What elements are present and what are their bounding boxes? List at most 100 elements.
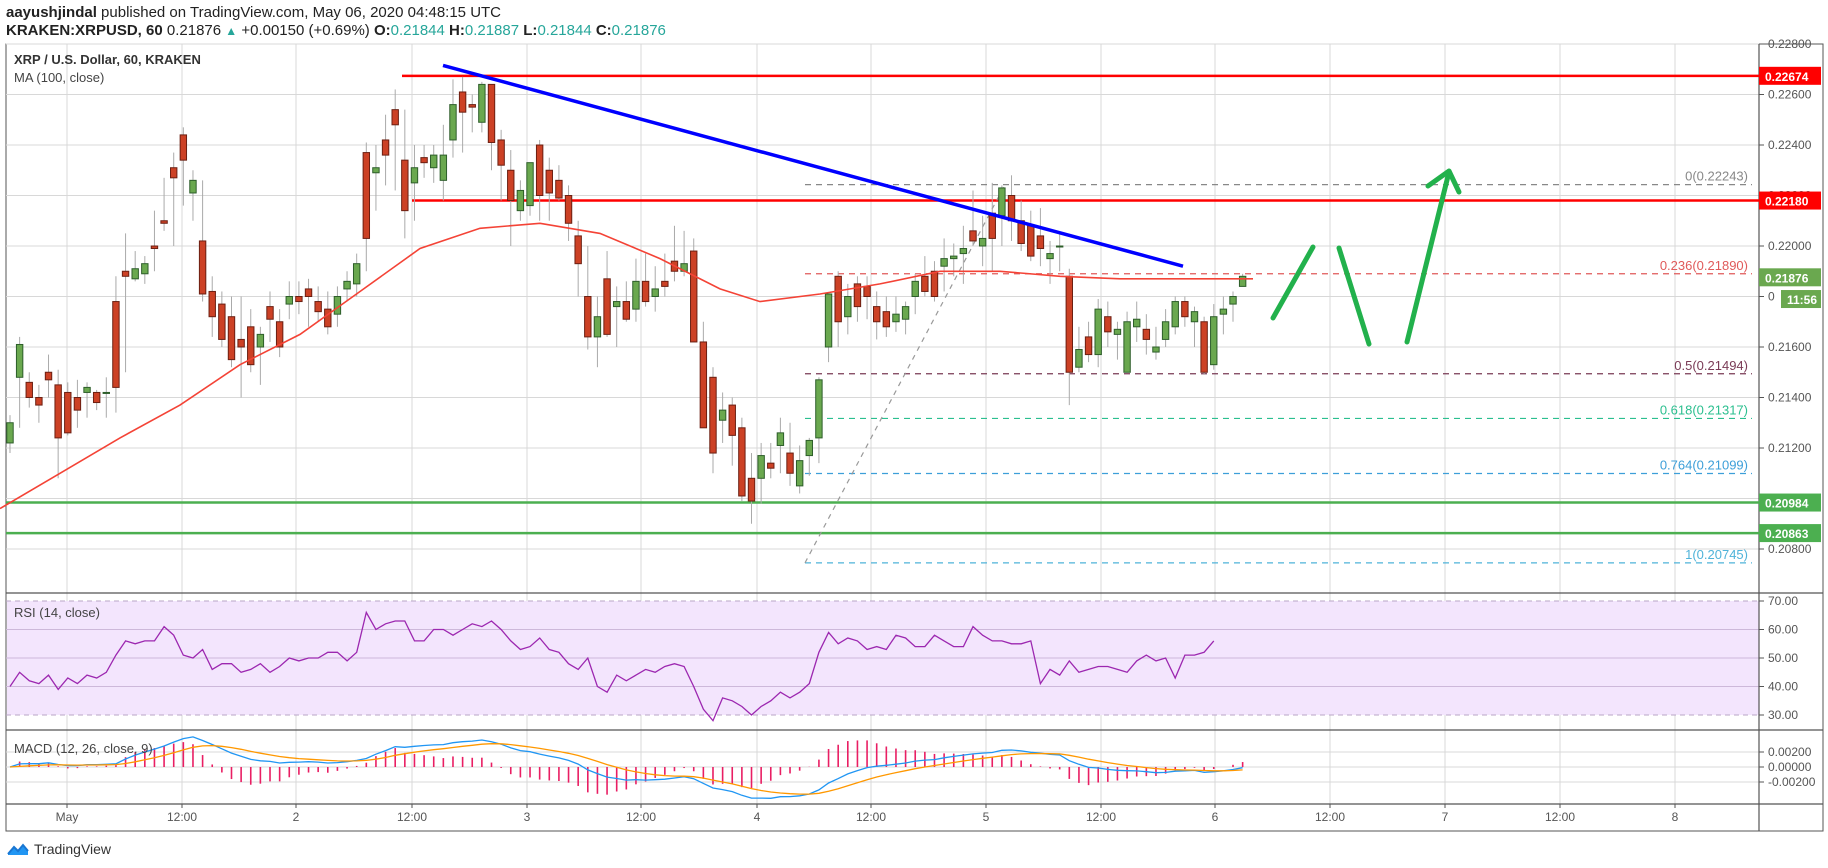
svg-text:-0.00200: -0.00200 — [1768, 775, 1816, 789]
candle — [92, 391, 101, 404]
candle — [853, 283, 862, 308]
svg-text:40.00: 40.00 — [1768, 680, 1798, 694]
svg-text:0.236(0.21890): 0.236(0.21890) — [1660, 258, 1748, 273]
candle — [1152, 346, 1160, 353]
svg-text:12:00: 12:00 — [167, 810, 197, 824]
projection-arrow-up-1[interactable] — [1270, 244, 1316, 321]
open-value: 0.21844 — [390, 22, 445, 39]
candle — [824, 293, 833, 348]
projection-arrow-up-2[interactable] — [1404, 169, 1452, 345]
candle — [535, 144, 544, 196]
candle — [439, 154, 448, 181]
macd-pane-title[interactable]: MACD (12, 26, close, 9) — [14, 741, 153, 756]
rsi-pane-title[interactable]: RSI (14, close) — [14, 605, 100, 620]
candle — [497, 139, 505, 166]
candle — [430, 154, 438, 169]
candle — [189, 179, 197, 194]
candle — [516, 189, 525, 212]
svg-text:0.20800: 0.20800 — [1768, 542, 1812, 556]
svg-text:0.21876: 0.21876 — [1765, 271, 1809, 285]
candle — [141, 263, 149, 275]
author-name[interactable]: aayushjindal — [6, 4, 97, 21]
svg-text:30.00: 30.00 — [1768, 708, 1798, 722]
svg-text:0.22180: 0.22180 — [1765, 195, 1809, 209]
candle — [1181, 301, 1189, 318]
candle — [574, 235, 582, 265]
candle — [1094, 308, 1102, 356]
candle — [612, 301, 621, 308]
candle — [564, 195, 573, 224]
fib-diagonal[interactable] — [804, 184, 1006, 564]
candle — [54, 384, 62, 439]
svg-text:7: 7 — [1442, 810, 1449, 824]
open-label: O: — [373, 22, 391, 39]
svg-text:0: 0 — [1768, 290, 1775, 304]
svg-text:8: 8 — [1672, 810, 1679, 824]
candle — [295, 296, 303, 303]
candle — [170, 167, 178, 179]
svg-text:0.22674: 0.22674 — [1765, 70, 1809, 84]
candle — [285, 296, 293, 305]
tradingview-logo[interactable]: TradingView — [6, 841, 111, 857]
candle — [15, 343, 24, 378]
candle — [266, 306, 274, 320]
candle — [651, 288, 659, 297]
svg-text:0.00000: 0.00000 — [1768, 760, 1812, 774]
candle — [940, 258, 948, 267]
candle — [1027, 225, 1035, 257]
last-price: 0.21876 — [166, 22, 222, 39]
candle — [247, 326, 255, 366]
candle — [699, 341, 708, 429]
candle — [73, 397, 82, 411]
candle — [950, 255, 958, 260]
candle — [227, 316, 236, 361]
candle — [362, 152, 371, 239]
candle — [131, 268, 139, 280]
candle — [834, 275, 842, 323]
candle — [256, 333, 265, 348]
svg-text:0.20863: 0.20863 — [1765, 527, 1809, 541]
projection-arrow-down[interactable] — [1336, 245, 1372, 347]
close-value: 0.21876 — [611, 22, 666, 39]
candle — [1084, 336, 1093, 356]
svg-text:6: 6 — [1212, 810, 1219, 824]
candle — [35, 397, 43, 406]
candle — [593, 316, 602, 338]
svg-text:50.00: 50.00 — [1768, 651, 1798, 665]
candle — [584, 296, 592, 338]
candle — [998, 187, 1006, 217]
candle — [911, 280, 919, 298]
candle — [507, 169, 515, 202]
candle — [882, 311, 891, 328]
candle — [988, 212, 996, 239]
candle — [25, 381, 33, 399]
svg-text:0.20984: 0.20984 — [1765, 497, 1809, 511]
candle — [1200, 321, 1208, 373]
candle — [1161, 321, 1170, 340]
publish-text: published on TradingView.com, May 06, 20… — [101, 4, 502, 21]
rsi-line — [9, 610, 1215, 722]
price-change: +0.00150 (+0.69%) — [241, 22, 370, 39]
candle — [1171, 301, 1179, 328]
candle — [978, 237, 987, 247]
svg-text:0.22600: 0.22600 — [1768, 88, 1812, 102]
candle — [1007, 195, 1016, 222]
signal-line — [9, 743, 1243, 795]
candle — [709, 376, 717, 454]
symbol-summary: KRAKEN:XRPUSD, 60 0.21876 ▲ +0.00150 (+0… — [6, 22, 666, 39]
candle — [198, 240, 207, 295]
price-tag — [1759, 524, 1821, 543]
candle — [372, 167, 380, 174]
candle — [555, 179, 563, 199]
tradingview-cloud-icon — [7, 843, 29, 855]
candle — [738, 427, 746, 497]
descending-trendline[interactable] — [442, 63, 1184, 268]
candle — [1133, 318, 1141, 328]
arrow-head-icon — [1425, 168, 1462, 195]
candle — [1046, 253, 1054, 260]
ma-indicator-label[interactable]: MA (100, close) — [14, 70, 105, 85]
candle — [863, 285, 871, 297]
candle — [102, 391, 110, 394]
price-tag — [1781, 290, 1821, 309]
